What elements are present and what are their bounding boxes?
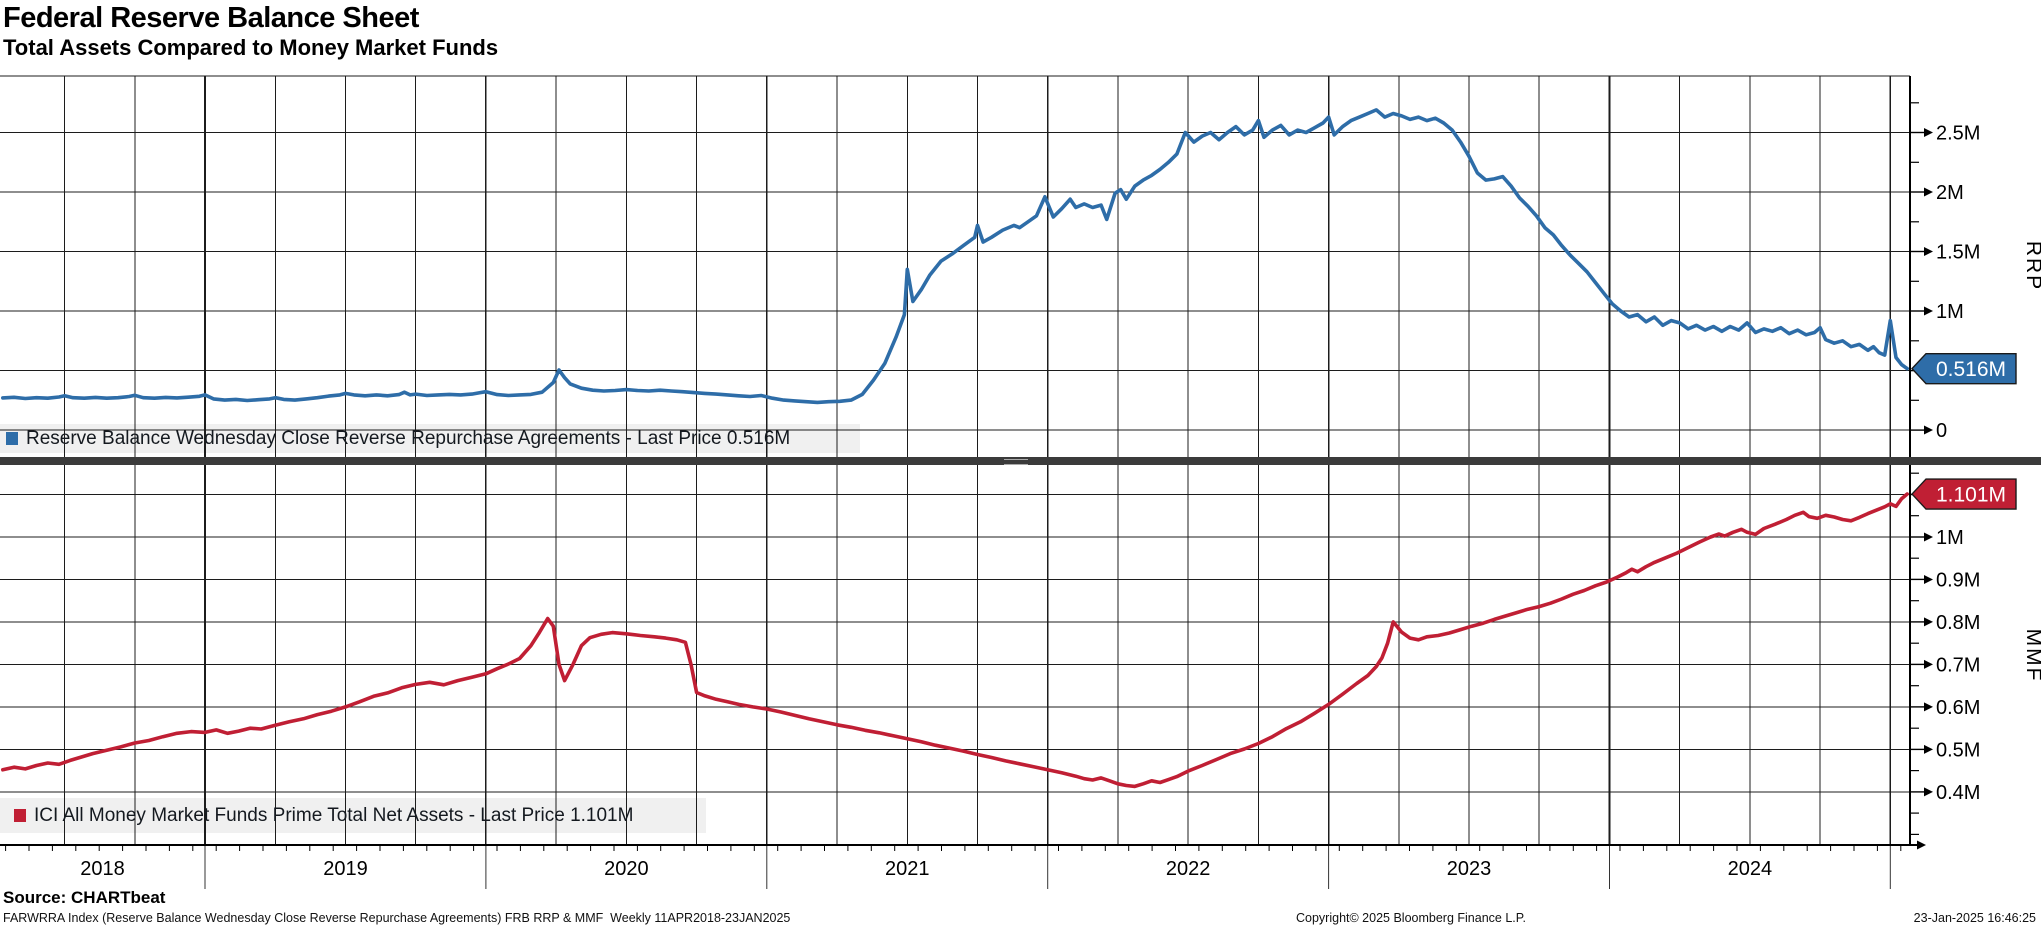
page-subtitle: Total Assets Compared to Money Market Fu… [3, 35, 499, 60]
legend-mmf[interactable]: ICI All Money Market Funds Prime Total N… [14, 798, 633, 833]
x-year-label[interactable]: 2024 [1728, 858, 1773, 880]
y-tick-label: 0.8M [1936, 612, 1980, 634]
copyright-notice: Copyright© 2025 Bloomberg Finance L.P. [1296, 911, 1526, 925]
y-tick-label: 2M [1936, 182, 1964, 204]
tick-arrow-icon [1924, 425, 1933, 435]
legend-mmf-label: ICI All Money Market Funds Prime Total N… [34, 804, 634, 826]
y-tick-label: 0 [1936, 420, 1947, 442]
legend-rrp-label: Reserve Balance Wednesday Close Reverse … [26, 427, 791, 449]
ticker-description: FARWRRA Index (Reserve Balance Wednesday… [3, 911, 791, 925]
rrp-last-price-badge: 0.516M [1911, 352, 2017, 385]
y-tick-label: 1.5M [1936, 242, 1980, 264]
x-year-label[interactable]: 2021 [885, 858, 930, 880]
tick-arrow-icon [1924, 659, 1933, 669]
y-tick-label: 0.9M [1936, 569, 1980, 591]
tick-arrow-icon [1924, 702, 1933, 712]
rrp-series-marker-icon [6, 432, 18, 445]
tick-arrow-icon [1924, 787, 1933, 797]
tick-arrow-icon [1924, 744, 1933, 754]
y-tick-label: 1M [1936, 301, 1964, 323]
mmf-series-line[interactable] [0, 492, 1909, 789]
x-axis-arrow-icon [1917, 840, 1926, 850]
y-tick-label: 2.5M [1936, 123, 1980, 145]
y-tick-label: 0.7M [1936, 654, 1980, 676]
legend-strip-rrp [0, 424, 860, 453]
badge-label: 0.516M [1936, 358, 2006, 381]
page-title: Federal Reserve Balance Sheet [3, 2, 419, 34]
panel-mmf[interactable]: 0.4M 0.5M 0.6M 0.7M 0.8M 0.9M 1M 1.101M MMF [0, 472, 2041, 836]
mmf-axis-title: MMF [2022, 629, 2041, 683]
panel-resize-handle[interactable] [1004, 459, 1028, 465]
x-year-label[interactable]: 2018 [80, 858, 125, 880]
panel-rrp[interactable]: 0 1M 1.5M 2M 2.5M 0.516M RRP [0, 75, 2041, 442]
tick-arrow-icon [1924, 187, 1933, 197]
tick-arrow-icon [1924, 617, 1933, 627]
legend-strip-mmf [0, 798, 706, 833]
rrp-axis-title: RRP [2022, 241, 2041, 291]
badge-shape [1911, 352, 2017, 385]
source-credit: Source: CHARTbeat [3, 888, 166, 907]
x-year-label[interactable]: 2020 [604, 858, 649, 880]
tick-arrow-icon [1924, 247, 1933, 257]
y-tick-label: 0.5M [1936, 739, 1980, 761]
tick-arrow-icon [1924, 532, 1933, 542]
y-tick-label: 0.6M [1936, 697, 1980, 719]
x-year-label[interactable]: 2019 [323, 858, 368, 880]
badge-shape [1911, 478, 2017, 510]
tick-arrow-icon [1924, 128, 1933, 138]
legend-rrp[interactable]: Reserve Balance Wednesday Close Reverse … [6, 424, 790, 453]
x-year-label[interactable]: 2023 [1447, 858, 1492, 880]
panel-separator [0, 457, 2041, 465]
y-tick-label: 0.4M [1936, 782, 1980, 804]
mmf-last-price-badge: 1.101M [1911, 478, 2017, 510]
mmf-series-marker-icon [14, 809, 26, 822]
rrp-series-line[interactable] [0, 108, 1909, 405]
y-tick-label: 1M [1936, 527, 1964, 549]
timestamp: 23-Jan-2025 16:46:25 [1913, 911, 2036, 925]
tick-arrow-icon [1924, 574, 1933, 584]
x-year-label[interactable]: 2022 [1166, 858, 1211, 880]
tick-arrow-icon [1924, 306, 1933, 316]
badge-label: 1.101M [1936, 484, 2006, 507]
